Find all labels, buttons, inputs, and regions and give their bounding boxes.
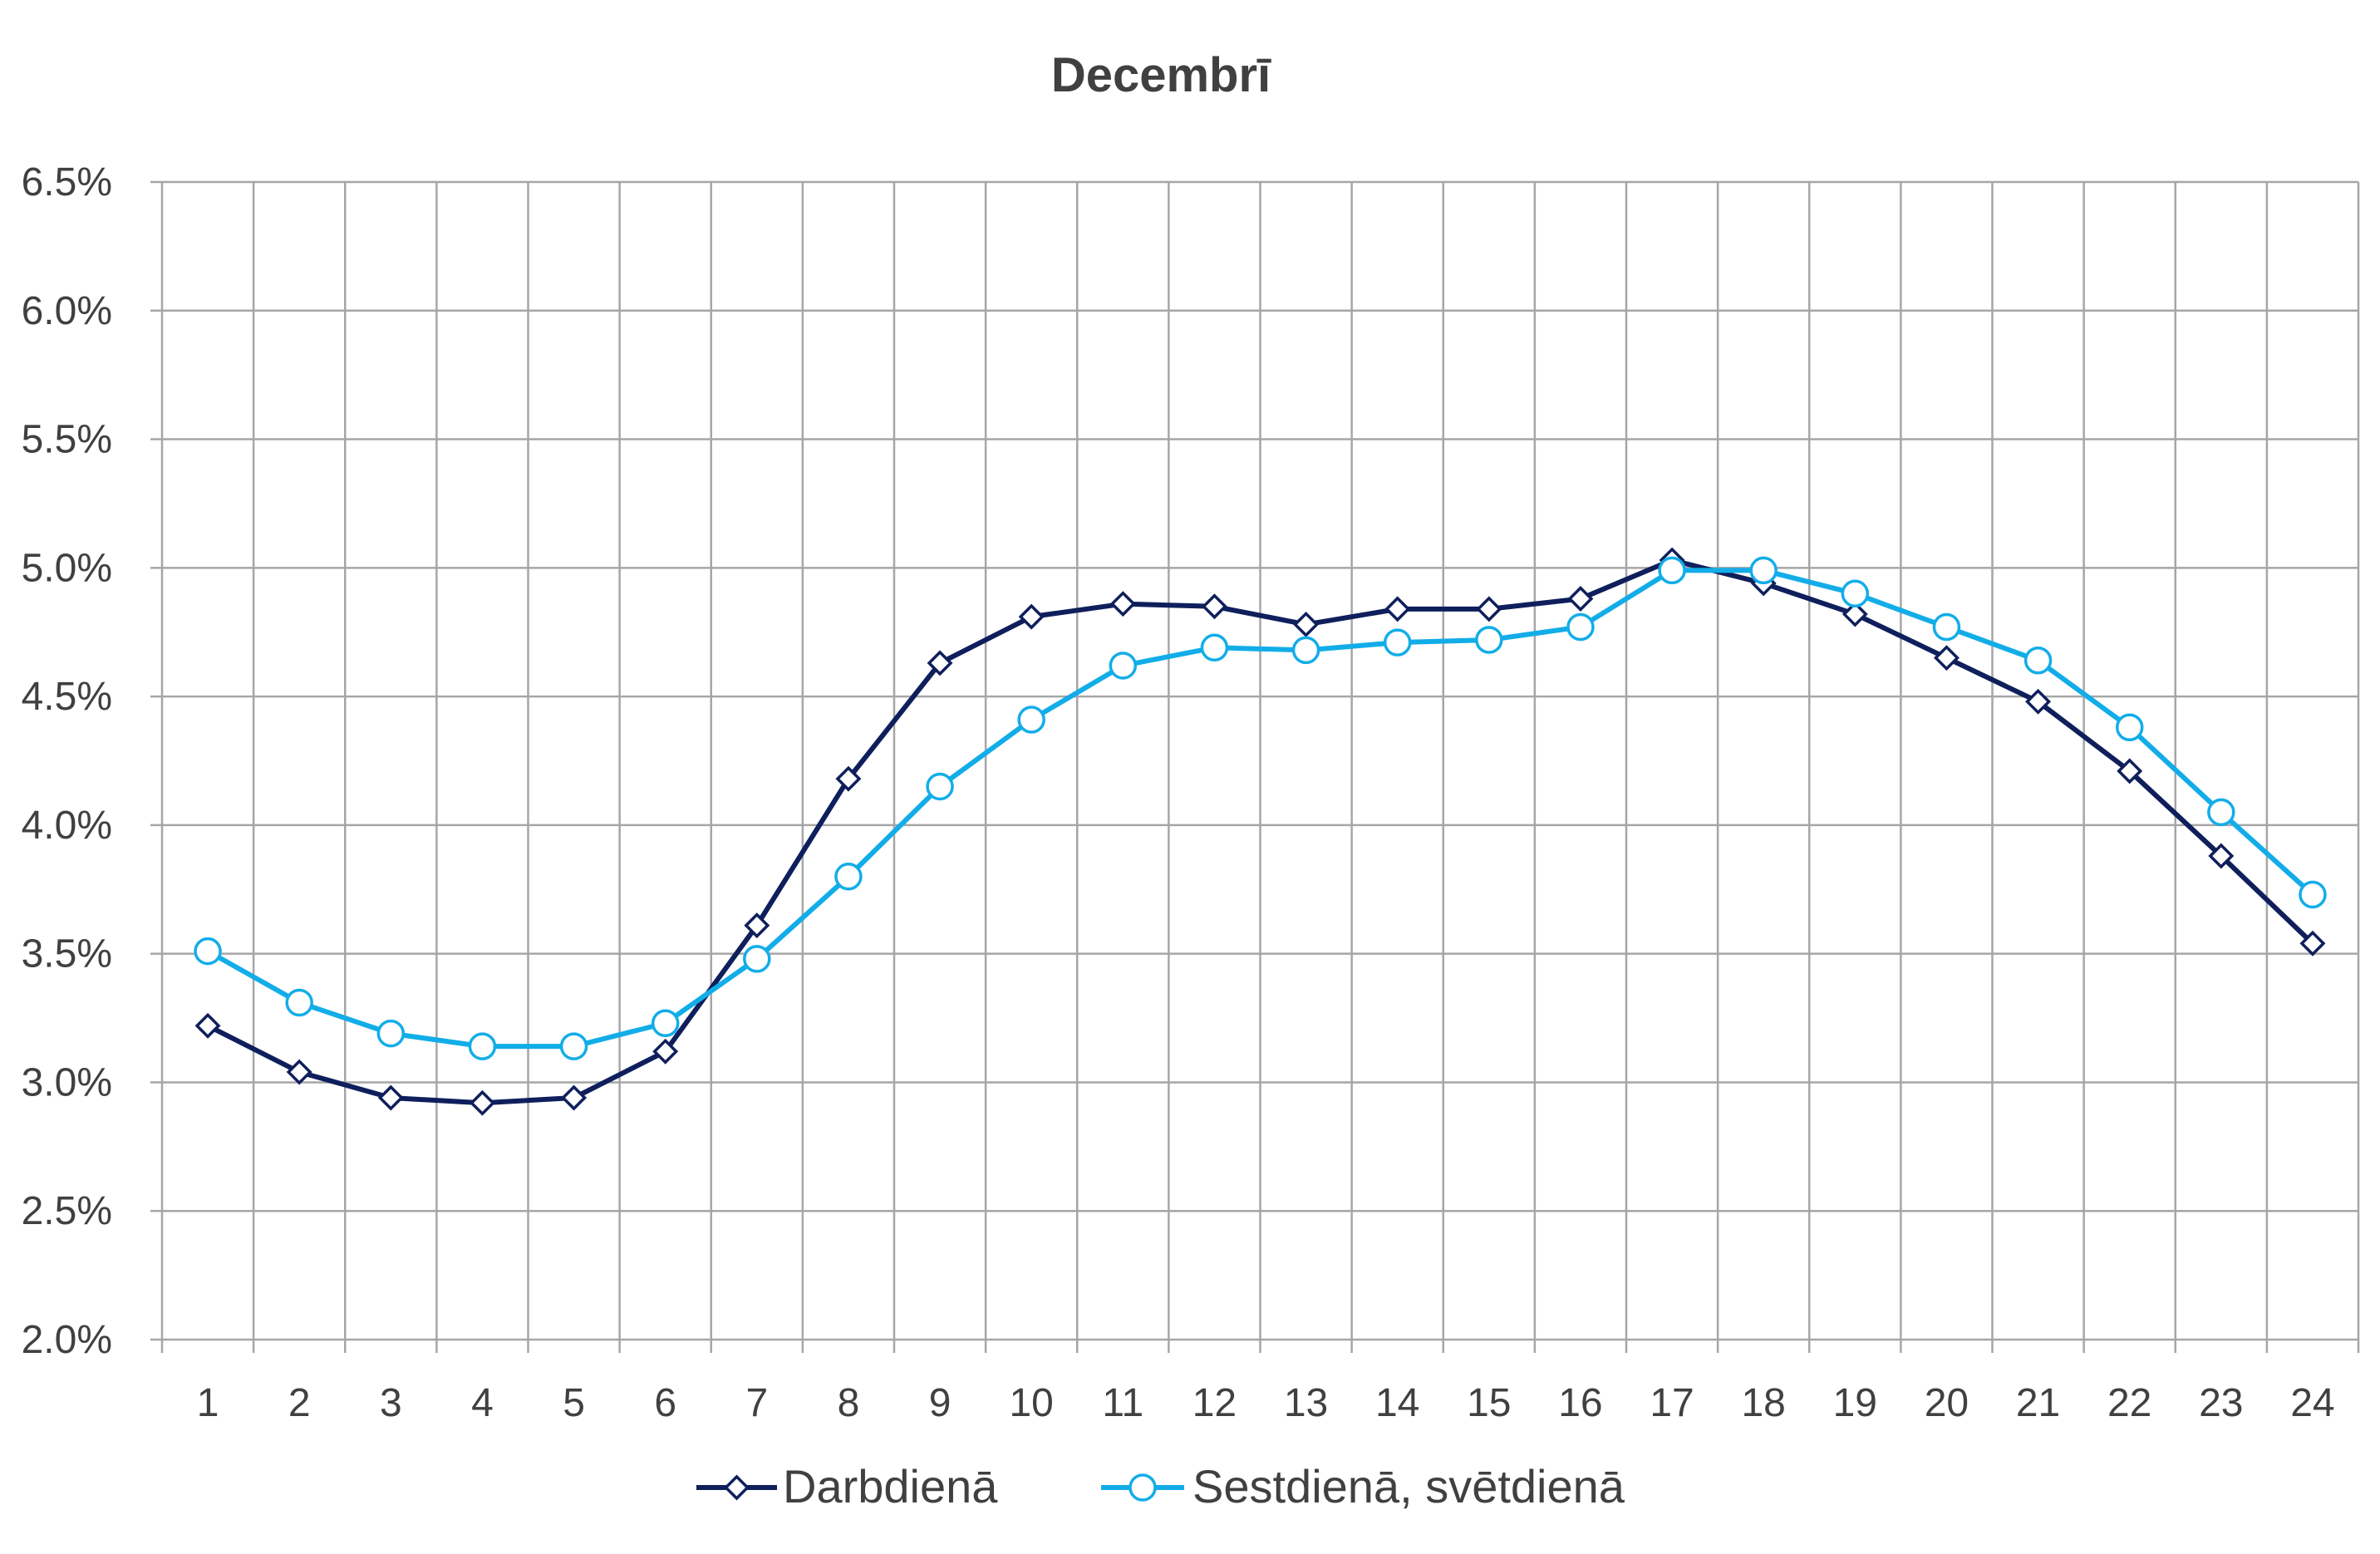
legend: Darbdienā Sestdienā, svētdienā <box>696 1460 1625 1512</box>
data-point <box>561 1084 588 1111</box>
data-point <box>1200 633 1229 662</box>
data-point <box>1201 593 1227 620</box>
data-point <box>2023 647 2053 675</box>
data-point <box>1109 591 1136 617</box>
data-point <box>285 988 313 1017</box>
data-point <box>1384 596 1411 622</box>
data-point <box>194 1012 221 1039</box>
x-tick-label: 24 <box>2290 1381 2334 1425</box>
data-point <box>1475 626 1503 654</box>
data-point <box>744 912 770 939</box>
y-tick-label: 3.0% <box>22 1060 112 1104</box>
x-tick-label: 5 <box>563 1381 585 1425</box>
data-point <box>2299 880 2327 909</box>
x-tick-label: 14 <box>1375 1381 1419 1425</box>
x-tick-label: 22 <box>2107 1381 2151 1425</box>
data-point <box>468 1032 497 1060</box>
data-point <box>1749 556 1778 585</box>
data-point <box>194 937 222 966</box>
legend-label: Sestdienā, svētdienā <box>1192 1460 1625 1512</box>
data-point <box>1476 596 1502 622</box>
x-tick-label: 10 <box>1009 1381 1053 1425</box>
plot-grid <box>160 180 2360 1353</box>
data-point <box>835 765 862 792</box>
series-2 <box>194 556 2327 1060</box>
chart-title: Decembrī <box>1051 48 1271 102</box>
y-tick-label: 3.5% <box>22 932 112 976</box>
series-layer <box>194 547 2327 1116</box>
data-point <box>1109 652 1138 680</box>
x-tick-label: 12 <box>1192 1381 1237 1425</box>
data-point <box>1658 556 1686 585</box>
data-point <box>651 1009 680 1037</box>
x-tick-label: 4 <box>471 1381 494 1425</box>
x-tick-label: 17 <box>1650 1381 1694 1425</box>
x-tick-label: 15 <box>1467 1381 1511 1425</box>
series-line <box>206 568 2314 1050</box>
data-point <box>1017 706 1045 734</box>
x-tick-label: 6 <box>654 1381 676 1425</box>
data-point <box>927 650 953 676</box>
x-tick-label: 1 <box>197 1381 219 1425</box>
x-tick-label: 13 <box>1284 1381 1328 1425</box>
series-1 <box>194 547 2326 1116</box>
data-point <box>2299 930 2326 956</box>
legend-item-2: Sestdienā, svētdienā <box>1101 1460 1625 1512</box>
data-point <box>926 772 954 801</box>
data-point <box>1018 603 1045 630</box>
data-point <box>2115 713 2144 742</box>
data-point <box>743 945 771 973</box>
data-point <box>2117 758 2143 784</box>
data-point <box>376 1019 406 1048</box>
series-line <box>206 558 2315 1106</box>
y-tick-label: 2.5% <box>22 1189 112 1233</box>
x-tick-label: 9 <box>929 1381 952 1425</box>
data-point <box>1841 579 1870 608</box>
data-point <box>1567 586 1594 612</box>
data-point <box>834 863 863 891</box>
y-tick-label: 5.5% <box>22 418 112 462</box>
data-point <box>469 1089 495 1116</box>
data-point <box>1291 636 1320 665</box>
data-point <box>1383 628 1412 657</box>
data-point <box>1932 612 1961 642</box>
data-point <box>2208 843 2235 869</box>
y-tick-label: 6.5% <box>22 160 112 204</box>
x-tick-label: 3 <box>380 1381 402 1425</box>
x-tick-label: 18 <box>1741 1381 1785 1425</box>
data-point <box>286 1059 312 1085</box>
data-point <box>377 1084 404 1111</box>
x-tick-label: 16 <box>1558 1381 1602 1425</box>
x-tick-label: 20 <box>1925 1381 1969 1425</box>
y-tick-label: 4.5% <box>22 675 112 719</box>
y-tick-label: 5.0% <box>22 546 112 590</box>
x-tick-label: 23 <box>2199 1381 2243 1425</box>
data-point <box>559 1032 588 1060</box>
y-tick-label: 6.0% <box>22 289 112 333</box>
data-point <box>1842 601 1868 627</box>
x-tick-label: 7 <box>745 1381 768 1425</box>
x-tick-label: 11 <box>1102 1381 1143 1425</box>
legend-label: Darbdienā <box>783 1460 998 1512</box>
data-point <box>652 1038 679 1065</box>
x-tick-label: 2 <box>288 1381 311 1425</box>
y-tick-label: 2.0% <box>22 1318 112 1362</box>
data-point <box>1933 645 1960 671</box>
data-point <box>2025 688 2052 715</box>
x-tick-label: 19 <box>1833 1381 1877 1425</box>
data-point <box>1293 611 1320 637</box>
data-point <box>1566 612 1595 642</box>
x-tick-label: 21 <box>2016 1381 2060 1425</box>
x-tick-label: 8 <box>838 1381 860 1425</box>
y-tick-label: 4.0% <box>22 804 112 848</box>
legend-marker <box>1129 1473 1157 1502</box>
plot-axes: 2.0% 2.5% 3.0% 3.5% 4.0% 4.5% 5.0% 5.5% 6.0% 6.5%… <box>22 160 2335 1425</box>
data-point <box>2207 798 2235 827</box>
legend-marker <box>724 1474 750 1501</box>
legend-item-1: Darbdienā <box>696 1460 998 1512</box>
